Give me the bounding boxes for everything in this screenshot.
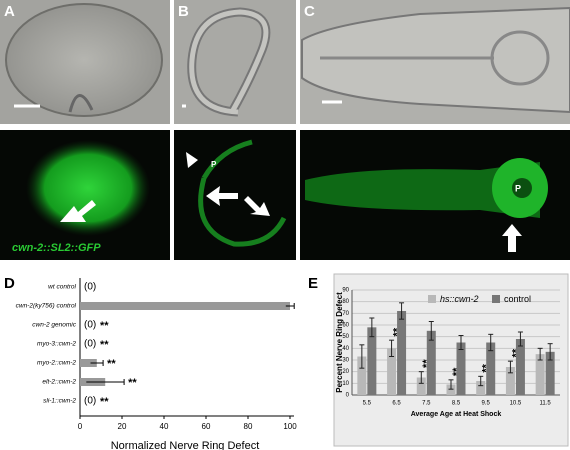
y-tick-label: 50 xyxy=(342,334,349,340)
x-tick-label: 7.5 xyxy=(422,401,431,407)
bar xyxy=(426,330,436,395)
panel-label: A xyxy=(4,3,15,20)
legend-label: control xyxy=(504,294,531,304)
value-label: (0) xyxy=(84,396,96,407)
x-tick-label: 10.5 xyxy=(510,401,522,407)
x-tick-label: 100 xyxy=(283,422,297,431)
panel-label: C xyxy=(304,3,315,20)
bar xyxy=(515,339,525,395)
bar xyxy=(446,384,456,395)
y-tick-label: 30 xyxy=(342,358,349,364)
y-tick-label: 40 xyxy=(342,346,349,352)
image-b-gfp xyxy=(174,130,296,260)
bar xyxy=(545,351,555,395)
legend-label: hs::cwn-2 xyxy=(440,294,479,304)
y-tick-label: sli-1::cwn-2 xyxy=(43,398,76,405)
x-axis-label: Average Age at Heat Shock xyxy=(411,411,502,418)
bar xyxy=(387,348,397,395)
panel-label: E xyxy=(308,275,318,292)
legend-swatch xyxy=(428,295,436,303)
y-tick-label: cwn-2 genomic xyxy=(32,322,76,329)
image-c-dic xyxy=(300,0,570,124)
bar xyxy=(80,359,97,367)
y-tick-label: 20 xyxy=(342,369,349,375)
y-tick-label: 80 xyxy=(342,299,349,305)
gfp-caption: cwn-2::SL2::GFP xyxy=(12,242,101,254)
significance: ** xyxy=(100,339,109,351)
value-label: (0) xyxy=(84,320,96,331)
bar xyxy=(80,302,290,310)
panel-label: B xyxy=(178,3,189,20)
bar xyxy=(535,354,545,395)
bar xyxy=(505,367,515,395)
y-tick-label: myo-3::cwn-2 xyxy=(37,341,76,348)
significance: ** xyxy=(107,358,116,370)
y-tick-label: 10 xyxy=(342,381,349,387)
image-c-gfp xyxy=(300,130,570,260)
x-tick-label: 40 xyxy=(160,422,169,431)
x-tick-label: 0 xyxy=(78,422,83,431)
x-tick-label: 80 xyxy=(244,422,253,431)
y-tick-label: 0 xyxy=(346,393,350,399)
y-tick-label: 70 xyxy=(342,311,349,317)
bar xyxy=(476,381,486,395)
bar xyxy=(367,327,377,395)
legend-swatch xyxy=(492,295,500,303)
image-a-gfp xyxy=(0,130,170,260)
significance: ** xyxy=(128,377,137,389)
y-axis-label: Percent Nerve Ring Defect xyxy=(335,292,344,393)
panel-label: D xyxy=(4,275,15,292)
image-a-dic xyxy=(0,0,170,124)
image-b-dic xyxy=(174,0,296,124)
y-tick-label: myo-2::cwn-2 xyxy=(37,360,76,367)
x-tick-label: 20 xyxy=(118,422,127,431)
bar xyxy=(456,342,466,395)
bar xyxy=(416,377,426,395)
x-tick-label: 9.5 xyxy=(482,401,491,407)
pharynx-label: P xyxy=(211,160,217,169)
y-tick-label: 90 xyxy=(342,288,349,294)
x-tick-label: 5.5 xyxy=(363,401,372,407)
y-tick-label: wt control xyxy=(48,284,76,291)
pharynx-label: P xyxy=(515,183,521,193)
y-tick-label: cwn-2(ky756) control xyxy=(16,303,77,310)
significance: ** xyxy=(100,320,109,332)
significance: ** xyxy=(100,396,109,408)
value-label: (0) xyxy=(84,339,96,350)
x-tick-label: 6.5 xyxy=(392,401,401,407)
bar xyxy=(397,311,407,395)
x-tick-label: 60 xyxy=(202,422,211,431)
y-tick-label: 60 xyxy=(342,323,349,329)
x-tick-label: 11.5 xyxy=(540,401,552,407)
x-tick-label: 8.5 xyxy=(452,401,461,407)
y-tick-label: elt-2::cwn-2 xyxy=(42,379,76,386)
x-axis-label: Normalized Nerve Ring Defect xyxy=(111,440,260,450)
value-label: (0) xyxy=(84,282,96,293)
bar xyxy=(486,342,496,395)
bar xyxy=(357,356,367,395)
